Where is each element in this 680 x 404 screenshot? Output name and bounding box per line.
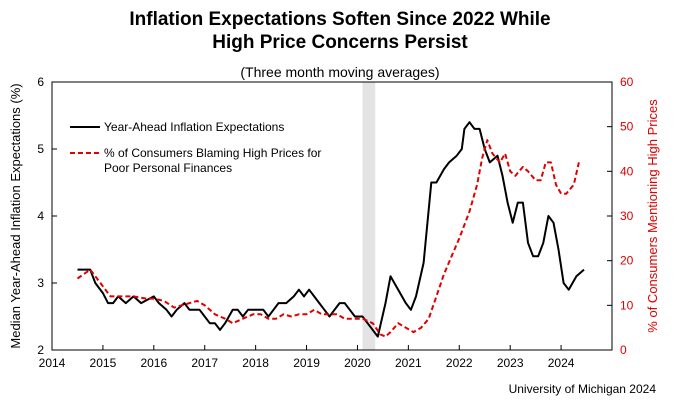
y-left-tick-label: 2 bbox=[37, 343, 44, 357]
x-tick-label: 2019 bbox=[293, 356, 320, 370]
y-right-tick-label: 40 bbox=[620, 164, 634, 178]
series-line-inflation-expectations bbox=[77, 121, 585, 338]
y-right-tick-label: 10 bbox=[620, 298, 634, 312]
x-tick-label: 2015 bbox=[90, 356, 117, 370]
y-right-tick-label: 60 bbox=[620, 75, 634, 89]
series-line-high-prices bbox=[76, 139, 580, 338]
x-tick-label: 2018 bbox=[242, 356, 269, 370]
chart-subtitle: (Three month moving averages) bbox=[240, 64, 440, 80]
legend-label-high-prices: % of Consumers Blaming High Prices for Po… bbox=[104, 146, 321, 175]
source-note: University of Michigan 2024 bbox=[508, 382, 656, 396]
x-tick-label: 2016 bbox=[140, 356, 167, 370]
y-right-tick-label: 0 bbox=[620, 343, 627, 357]
y-right-tick-label: 20 bbox=[620, 254, 634, 268]
chart-title-line-1: Inflation Expectations Soften Since 2022… bbox=[129, 9, 551, 30]
y-right-tick-label: 30 bbox=[620, 209, 634, 223]
x-tick-label: 2014 bbox=[39, 356, 66, 370]
x-tick-label: 2021 bbox=[395, 356, 422, 370]
recession-shading bbox=[362, 82, 376, 350]
y-right-axis-label: % of Consumers Mentioning High Prices bbox=[645, 99, 660, 333]
chart-title-line-2: High Price Concerns Persist bbox=[212, 32, 468, 53]
x-tick-label: 2022 bbox=[446, 356, 473, 370]
y-left-tick-label: 3 bbox=[37, 276, 44, 290]
x-tick-label: 2017 bbox=[191, 356, 218, 370]
y-left-tick-label: 4 bbox=[37, 209, 44, 223]
y-left-tick-label: 6 bbox=[37, 75, 44, 89]
x-tick-label: 2023 bbox=[497, 356, 524, 370]
x-tick-label: 2024 bbox=[548, 356, 575, 370]
y-left-axis-label: Median Year-Ahead Inflation Expectations… bbox=[8, 83, 23, 348]
y-right-tick-label: 50 bbox=[620, 120, 634, 134]
x-tick-label: 2020 bbox=[344, 356, 371, 370]
y-left-tick-label: 5 bbox=[37, 142, 44, 156]
legend-label-expectations: Year-Ahead Inflation Expectations bbox=[104, 120, 284, 134]
